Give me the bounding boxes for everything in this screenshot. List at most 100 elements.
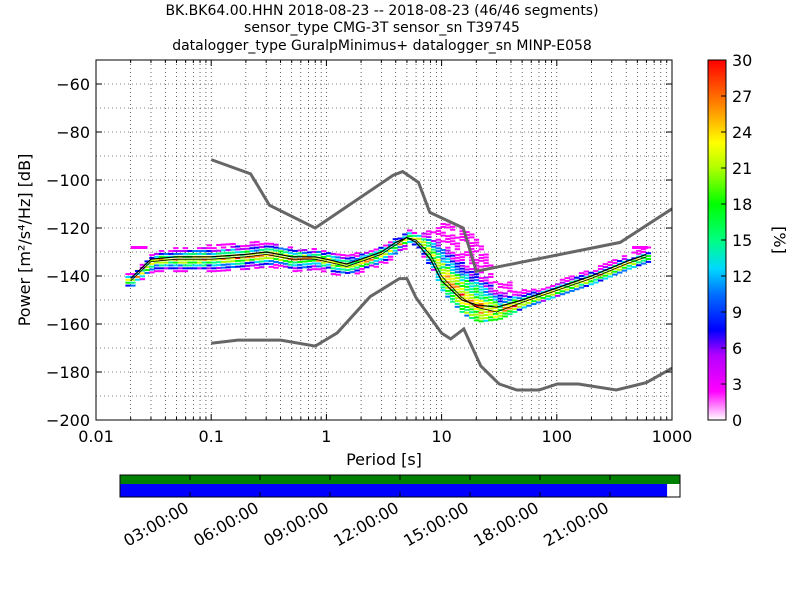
pdf-cell xyxy=(278,250,284,253)
pdf-cell xyxy=(230,257,236,260)
pdf-cell xyxy=(426,247,432,250)
colorbar-tick-label: 18 xyxy=(732,195,752,214)
pdf-cell xyxy=(621,269,628,272)
pdf-cell xyxy=(464,277,470,280)
pdf-cell xyxy=(445,238,451,241)
pdf-cell xyxy=(397,249,403,252)
pdf-cell xyxy=(330,258,337,261)
pdf-cell xyxy=(445,258,451,261)
pdf-cell xyxy=(435,250,442,253)
y-axis-label: Power [m²/s⁴/Hz] [dB] xyxy=(15,154,34,327)
pdf-cell xyxy=(454,300,461,303)
pdf-cell xyxy=(483,296,489,299)
pdf-cell xyxy=(478,248,484,251)
pdf-cell xyxy=(230,263,236,266)
pdf-cell xyxy=(454,282,461,285)
pdf-cell xyxy=(464,305,470,308)
pdf-cell xyxy=(449,269,456,272)
pdf-cell xyxy=(259,248,265,251)
pdf-cell xyxy=(282,251,289,254)
pdf-cell xyxy=(583,273,589,276)
pdf-cell xyxy=(254,261,260,264)
pdf-cell xyxy=(512,302,518,305)
pdf-cell xyxy=(478,288,484,291)
pdf-cell xyxy=(597,267,604,270)
pdf-cell xyxy=(216,243,222,246)
pdf-cell xyxy=(230,242,236,245)
pdf-cell xyxy=(459,273,465,276)
pdf-cell xyxy=(392,252,399,255)
pdf-cell xyxy=(464,291,470,294)
pdf-cell xyxy=(564,277,570,280)
pdf-cell xyxy=(512,293,518,296)
colorbar-tick-label: 12 xyxy=(732,267,752,286)
pdf-cell xyxy=(531,300,537,303)
pdf-cell xyxy=(449,292,456,295)
pdf-cell xyxy=(364,251,370,254)
pdf-cell xyxy=(469,247,475,250)
pdf-cell xyxy=(512,296,518,299)
pdf-cell xyxy=(559,281,566,284)
timeline-label: 15:00:00 xyxy=(400,498,472,550)
pdf-cell xyxy=(464,285,470,288)
pdf-cell xyxy=(469,291,475,294)
pdf-cell xyxy=(473,281,480,284)
pdf-cell xyxy=(435,230,442,233)
y-tick-label: −180 xyxy=(46,363,90,382)
pdf-cell xyxy=(268,245,274,248)
pdf-cell xyxy=(478,277,484,280)
pdf-cell xyxy=(354,266,360,269)
pdf-cell xyxy=(645,246,652,249)
pdf-cell xyxy=(492,292,499,295)
pdf-cell xyxy=(158,261,165,264)
pdf-cell xyxy=(244,250,251,253)
pdf-cell xyxy=(154,264,160,267)
pdf-cell xyxy=(454,259,461,262)
pdf-cell xyxy=(130,273,136,276)
pdf-cell xyxy=(302,257,308,260)
pdf-cell xyxy=(244,267,251,270)
pdf-cell xyxy=(173,264,179,267)
pdf-cell xyxy=(497,294,504,297)
pdf-cell xyxy=(235,262,241,265)
pdf-cell xyxy=(287,246,294,249)
pdf-cell xyxy=(478,245,484,248)
pdf-cell xyxy=(249,261,255,264)
pdf-cell xyxy=(407,232,413,235)
pdf-cell xyxy=(488,290,494,293)
pdf-cell xyxy=(220,252,227,255)
pdf-cell xyxy=(235,257,241,260)
x-tick-label: 100 xyxy=(542,427,573,446)
pdf-cell xyxy=(297,249,303,252)
pdf-cell xyxy=(354,272,360,275)
pdf-cell xyxy=(311,268,317,271)
pdf-cell xyxy=(268,262,274,265)
pdf-cell xyxy=(330,255,337,258)
pdf-cell xyxy=(292,258,298,261)
pdf-cell xyxy=(602,266,609,269)
pdf-cell xyxy=(392,246,399,249)
pdf-cell xyxy=(488,313,494,316)
pdf-cell xyxy=(535,298,542,301)
pdf-cell xyxy=(478,265,484,268)
pdf-cell xyxy=(192,252,198,255)
pdf-cell xyxy=(254,255,260,258)
pdf-cell xyxy=(488,293,494,296)
pdf-cell xyxy=(631,251,637,254)
pdf-cell xyxy=(631,263,637,266)
pdf-cell xyxy=(469,276,475,279)
pdf-cell xyxy=(416,240,422,243)
timeline-bottom-bar xyxy=(120,484,668,497)
pdf-cell xyxy=(149,268,155,271)
pdf-cell xyxy=(516,302,523,305)
pdf-cell xyxy=(440,272,446,275)
pdf-cell xyxy=(340,271,346,274)
pdf-cell xyxy=(430,242,437,245)
pdf-cell xyxy=(435,241,442,244)
chart-title-line-2: sensor_type CMG-3T sensor_sn T39745 xyxy=(244,20,520,36)
pdf-cell xyxy=(478,320,484,323)
colorbar-label: [%] xyxy=(770,226,789,254)
pdf-cell xyxy=(554,283,561,286)
pdf-cell xyxy=(569,275,575,278)
pdf-cell xyxy=(569,278,575,281)
